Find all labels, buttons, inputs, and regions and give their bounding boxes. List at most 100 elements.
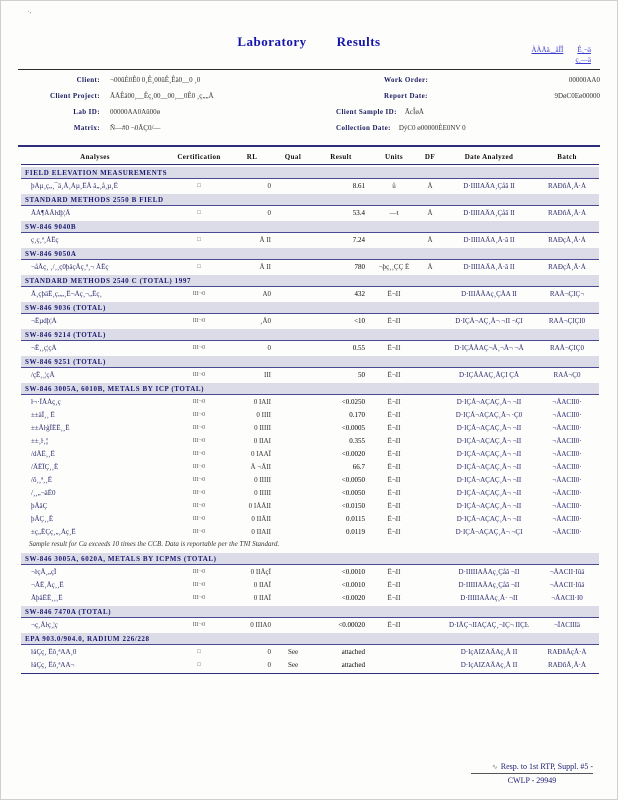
cell-rl: III bbox=[264, 370, 271, 379]
cell-cert: III¬0 bbox=[192, 437, 206, 444]
table-row: ¬Êµdþ¦À III¬0 ¸Å0 <10 Ê¬II D·IÇÅ¬AÇ¸Å¬ ¬II ¬Ç… bbox=[21, 314, 599, 327]
matrix-value: Ñ—#0 ¬0ÃÇ0/— bbox=[110, 124, 161, 132]
cell-date: D·IÇÅ¬AÇAÇ¸Å¬ ¬II bbox=[456, 488, 522, 497]
cell-result: attached bbox=[341, 660, 365, 669]
cell-date: D·IÇÅ¬AÇAÇ¸Å¬ ¬II bbox=[456, 449, 522, 458]
cell-rl: 0 IIII bbox=[256, 410, 271, 419]
table-row: Å¸çþäÊ¸ç„„¸Ê¬Àç¸¬„Êç¸ III¬0 A0 432 Ê¬II D·III… bbox=[21, 287, 599, 300]
cell-date: D·IÇÅ¬AÇAÇ¸Å¬ ¬II bbox=[456, 397, 522, 406]
cell-cert: III¬0 bbox=[192, 290, 206, 297]
table-row: ±ç„ÊÇç¸„¸Àç¸Ê III¬0 0 IIAII 0.0119 Ê¬II D·IÇÅ… bbox=[21, 525, 599, 538]
cell-analysis: ±±äÎ¸¸ Ê bbox=[31, 410, 55, 419]
cell-analysis: þÅäÇ bbox=[31, 501, 48, 510]
cell-rl: 0 IAAÎ bbox=[250, 449, 271, 458]
section-header: SW-846 9050A bbox=[21, 248, 599, 260]
cell-date: D·IÇÅ¬AÇAÇ¸Å¬ ¬II bbox=[456, 475, 522, 484]
cell-qual: See bbox=[287, 647, 299, 656]
cell-analysis: Å¸çþäÊ¸ç„„¸Ê¬Àç¸¬„Êç¸ bbox=[31, 289, 102, 298]
table-row: /çÊ¸¸¦çÅ III¬0 III 50 Ê¬II D·IÇÅÅAÇ¸ÅÇI ÇÅ RAÅ… bbox=[21, 368, 599, 381]
cell-cert: □ bbox=[197, 661, 201, 668]
cell-date: D·IÇÅ¬AÇ¸Å¬ ¬II ¬ÇI bbox=[455, 316, 523, 325]
cell-cert: III¬0 bbox=[192, 450, 206, 457]
cell-units: Ê¬II bbox=[387, 514, 401, 523]
cell-result: 0.355 bbox=[349, 436, 365, 445]
table-top-rule bbox=[18, 145, 600, 147]
cell-units: ů bbox=[392, 181, 396, 190]
cell-analysis: /dÅÊ¸¸Ê bbox=[31, 449, 55, 458]
cell-batch: ¬ÅACII·Iûä bbox=[549, 567, 585, 576]
cell-cert: III¬0 bbox=[192, 621, 206, 628]
table-row: ¬ç¸Åŀç¸¦ç III¬0 0 IIIA0 <0.00020 Ê¬II D·IÅÇ¬I… bbox=[21, 618, 599, 631]
cell-batch: RAÅ¬Ç0 bbox=[553, 370, 581, 379]
cell-batch: ¬ÅACII0· bbox=[552, 514, 582, 523]
cell-qual: See bbox=[287, 660, 299, 669]
table-row: þÀµ¸ç„¸¯ä¸Å¸Àµ¸ÊÄ ä„¸å¸µ¸Ê □ 0 8.61 ů Å D·IIII… bbox=[21, 179, 599, 192]
cell-batch: ¬ÅACII0· bbox=[552, 527, 582, 536]
cell-cert: III¬0 bbox=[192, 424, 206, 431]
work-order-value: 00000AA0 bbox=[568, 76, 600, 84]
cell-batch: RAÐñÅçÅ·À bbox=[547, 647, 587, 656]
cell-result: 780 bbox=[354, 262, 366, 271]
meta-row-4: Matrix: Ñ—#0 ¬0ÃÇ0/— Collection Date: Dý… bbox=[18, 124, 600, 140]
col-header-result: Result bbox=[330, 153, 352, 161]
cell-analysis: þÄÇ¸¸Ê bbox=[31, 514, 54, 523]
cell-date: D·IIIIIAÄAç¸Å· ¬II bbox=[460, 593, 518, 602]
cell-batch: RAÅ¬ÇIÇ0 bbox=[550, 343, 584, 352]
report-header-fields: Client: ¬00ûÈ0Ê0 0¸Ê¸00ûÊ¸Êä0__0 ¸0 Work… bbox=[18, 76, 600, 140]
table-header-row: Analyses Certification RL Qual Result Un… bbox=[21, 150, 599, 165]
cell-rl: 0 bbox=[267, 660, 272, 669]
cell-result: <0.0050 bbox=[341, 488, 365, 497]
cell-date: D·IÇÅÅAÇ¬Å¸¬Å¬ ¬Å bbox=[454, 343, 524, 352]
table-row: ¬Ê¸¸ç¦çÀ III¬0 0 0.55 Ê¬II D·IÇÅÅAÇ¬Å¸¬Å¬ ¬Å R… bbox=[21, 341, 599, 354]
header-link-3[interactable]: ç¸—ä bbox=[575, 56, 591, 64]
cell-rl: 0 IÅÅII bbox=[248, 501, 271, 510]
cell-rl: 0 IIIII bbox=[254, 423, 271, 432]
cell-cert: □ bbox=[197, 182, 201, 189]
meta-row-1: Client: ¬00ûÈ0Ê0 0¸Ê¸00ûÊ¸Êä0__0 ¸0 Work… bbox=[18, 76, 600, 92]
cell-analysis: /¸¸„¬äÊ0 bbox=[31, 488, 56, 497]
cell-result: <0.00020 bbox=[338, 620, 365, 629]
cell-cert: III¬0 bbox=[192, 371, 206, 378]
cell-cert: □ bbox=[197, 648, 201, 655]
cell-analysis: /ÄÊÎÇ¸¸Ê bbox=[31, 462, 59, 471]
meta-row-2: Client Project: ÃÅÊä00¸__Êç¸00__00¸__0Ê0… bbox=[18, 92, 600, 108]
header-links: ÀÀÅä¸_åÎÎ Ê¸¬ä ç¸—ä bbox=[517, 45, 591, 65]
cell-date: D·IIIIIAÄAç¸Çåã ¬II bbox=[458, 567, 520, 576]
header-link-2[interactable]: Ê¸¬ä bbox=[577, 46, 591, 54]
client-project-label: Client Project: bbox=[50, 92, 100, 100]
cell-rl: 0 bbox=[267, 181, 272, 190]
cell-batch: ¬ÅACII0· bbox=[552, 449, 582, 458]
section-header: SW-846 9040B bbox=[21, 221, 599, 233]
cell-rl: 0 bbox=[267, 343, 272, 352]
cell-rl: 0 IIAÎ bbox=[253, 580, 271, 589]
table-row: ¬ŀçÅ¸„çÏ III¬0 0 IIÅçÏ <0.0010 Ê¬II D·IIIIIAÄ… bbox=[21, 565, 599, 578]
cell-units: Ê¬II bbox=[387, 488, 401, 497]
col-header-batch: Batch bbox=[557, 153, 577, 161]
cell-analysis: ÅþäÊÊ¸¸¸Ê bbox=[31, 593, 63, 602]
cell-batch: ¬ÅACII0· bbox=[552, 410, 582, 419]
client-sample-id-label: Client Sample ID: bbox=[336, 108, 397, 116]
cell-date: D·IÇÅÅAÇ¸ÅÇI ÇÅ bbox=[458, 370, 520, 379]
cell-units: Ê¬II bbox=[387, 620, 401, 629]
report-date-label: Report Date: bbox=[384, 92, 428, 100]
cell-analysis: /ô¸¸ª¸¸Ê bbox=[31, 475, 52, 484]
cell-units: Ê¬II bbox=[387, 593, 401, 602]
cell-batch: ¬ÅACII0· bbox=[552, 488, 582, 497]
table-row: ŀ¬·ÏÅÀç¸ç III¬0 0 IAII <0.0250 Ê¬II D·IÇÅ¬AÇA… bbox=[21, 395, 599, 408]
cell-df: Å bbox=[427, 235, 433, 244]
cell-result: attached bbox=[341, 647, 365, 656]
header-link-1[interactable]: ÀÀÅä¸_åÎÎ bbox=[531, 46, 564, 54]
table-row: ç¸ç¸ª¸ÅÊç □ Å II 7.24 Å D·IIIIAÄA¸Å·ã II RAÐçÅ… bbox=[21, 233, 599, 246]
cell-batch: ¬ÅACII0· bbox=[552, 423, 582, 432]
cell-result: 0.0115 bbox=[346, 514, 365, 523]
cell-cert: III¬0 bbox=[192, 594, 206, 601]
col-header-qual: Qual bbox=[284, 153, 302, 161]
cell-cert: □ bbox=[197, 263, 201, 270]
meta-row-3: Lab ID: 00000AA0Aû00ø Client Sample ID: … bbox=[18, 108, 600, 124]
client-label: Client: bbox=[76, 76, 100, 84]
table-row: ¬ÅÊ¸Åç¸¸Ê III¬0 0 IIAÎ <0.0010 Ê¬II D·IIIIIAÄ… bbox=[21, 578, 599, 591]
cell-units: Ê¬II bbox=[387, 501, 401, 510]
cell-date: D·IIIIAÄA¸Çåã II bbox=[463, 181, 515, 190]
cell-result: 7.24 bbox=[352, 235, 365, 244]
collection-date-value: DýC0 ø00000ÈE0NV 0 bbox=[398, 124, 466, 132]
